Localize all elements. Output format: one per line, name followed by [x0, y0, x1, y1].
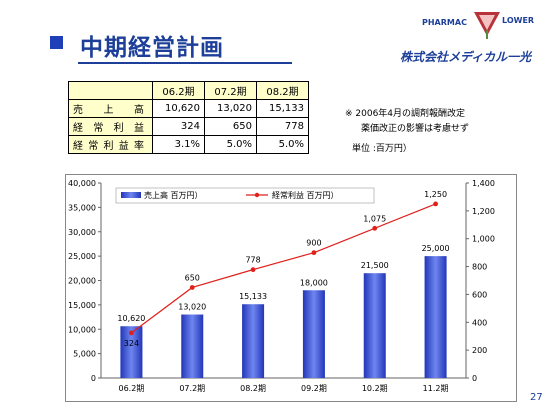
table-row: 経常利益率 3.1% 5.0% 5.0% [68, 135, 309, 154]
legend-box [115, 187, 375, 204]
table-corner-cell [68, 81, 153, 100]
x-tick-label: 07.2期 [179, 384, 205, 393]
x-tick-label: 10.2期 [362, 384, 388, 393]
right-tick-label: 400 [472, 318, 487, 327]
bar [424, 256, 447, 378]
bar-value-label: 25,000 [422, 244, 450, 253]
table-row: 売上高 10,620 13,020 15,133 [68, 99, 309, 118]
table-cell: 5.0% [256, 135, 309, 154]
right-tick-label: 600 [472, 290, 487, 299]
left-tick-label: 0 [91, 374, 96, 383]
bar-value-label: 18,000 [300, 278, 328, 287]
legend-line-marker [254, 192, 260, 198]
unit-note: 単位 :百万円） [352, 144, 412, 154]
line-point [311, 250, 317, 256]
chart-frame: 0 5,000 10,000 15,000 20,000 25,000 30,000 35,0… [65, 174, 517, 402]
combo-chart: 0 5,000 10,000 15,000 20,000 25,000 30,000 35,0… [68, 179, 495, 393]
logo-brand-right: LOWER [502, 16, 535, 25]
bar-value-label: 13,020 [178, 303, 206, 312]
left-tick-label: 5,000 [73, 350, 96, 359]
line-value-label: 650 [185, 273, 200, 282]
line-value-label: 1,250 [424, 190, 447, 199]
line-point [372, 225, 378, 231]
table-cell: 324 [152, 117, 205, 136]
line-point [189, 285, 195, 290]
bar [302, 290, 325, 378]
title-underline [78, 62, 292, 64]
table-cell: 650 [204, 117, 257, 136]
right-tick-label: 1,200 [472, 207, 495, 216]
left-tick-label: 10,000 [68, 325, 96, 334]
x-tick-label: 06.2期 [119, 384, 145, 393]
right-tick-label: 800 [472, 263, 487, 272]
row-label: 経常利益 [68, 117, 153, 136]
table-header-cell: 07.2期 [204, 81, 257, 100]
table-header-row: 06.2期 07.2期 08.2期 [68, 81, 309, 100]
x-tick-label: 09.2期 [301, 384, 327, 393]
bar-value-label: 10,620 [117, 314, 145, 323]
line-point [129, 330, 134, 336]
line-value-label: 900 [306, 239, 321, 248]
right-tick-label: 1,400 [472, 179, 495, 188]
page-title: 中期経営計画 [80, 35, 224, 61]
bar-value-label: 21,500 [361, 261, 389, 270]
table-cell: 15,133 [256, 99, 309, 118]
bar-value-label: 15,133 [239, 292, 267, 301]
page-number: 27 [530, 392, 543, 403]
table-row: 経常利益 324 650 778 [68, 117, 309, 136]
legend-bar-label: 売上高 百万円） [144, 190, 203, 200]
table-cell: 5.0% [204, 135, 257, 154]
line-point [250, 267, 256, 273]
line-point [433, 201, 438, 207]
note-line-2: 薬価改正の影響は考慮せず [361, 124, 470, 134]
row-label: 経常利益率 [68, 135, 153, 154]
note-line-1: ※ 2006年4月の調剤報酬改定 [345, 109, 466, 119]
company-logo: PHARMAC LOWER 株式会社メディカル一光 [400, 6, 550, 70]
x-tick-label: 11.2期 [423, 384, 449, 393]
left-tick-label: 15,000 [68, 301, 96, 310]
profit-line [131, 203, 436, 334]
line-value-label: 778 [245, 256, 260, 265]
title-bullet-square [50, 36, 63, 49]
left-tick-label: 30,000 [68, 228, 96, 237]
left-tick-label: 35,000 [68, 203, 96, 212]
left-tick-label: 25,000 [68, 252, 96, 261]
bar [242, 304, 265, 378]
performance-table: 06.2期 07.2期 08.2期 売上高 10,620 13,020 15,1… [68, 81, 309, 154]
logo-company-name: 株式会社メディカル一光 [400, 50, 532, 64]
x-tick-label: 08.2期 [240, 384, 266, 393]
line-value-label: 324 [124, 339, 139, 348]
right-tick-label: 200 [472, 346, 487, 355]
table-header-cell: 08.2期 [256, 81, 309, 100]
bar [181, 314, 204, 378]
legend-bar-swatch [121, 192, 141, 198]
line-value-label: 1,075 [363, 214, 386, 223]
table-cell: 778 [256, 117, 309, 136]
logo-brand-left: PHARMAC [422, 18, 467, 27]
bar [363, 273, 386, 378]
table-cell: 3.1% [152, 135, 205, 154]
right-tick-label: 0 [472, 374, 477, 383]
row-label: 売上高 [68, 99, 153, 118]
legend-line-label: 経常利益 百万円） [272, 190, 339, 200]
left-tick-label: 40,000 [68, 179, 96, 188]
left-tick-label: 20,000 [68, 277, 96, 286]
flower-logo-icon [474, 12, 500, 39]
table-cell: 10,620 [152, 99, 205, 118]
bar [120, 326, 143, 378]
right-tick-label: 1,000 [472, 235, 495, 244]
table-header-cell: 06.2期 [152, 81, 205, 100]
table-cell: 13,020 [204, 99, 257, 118]
